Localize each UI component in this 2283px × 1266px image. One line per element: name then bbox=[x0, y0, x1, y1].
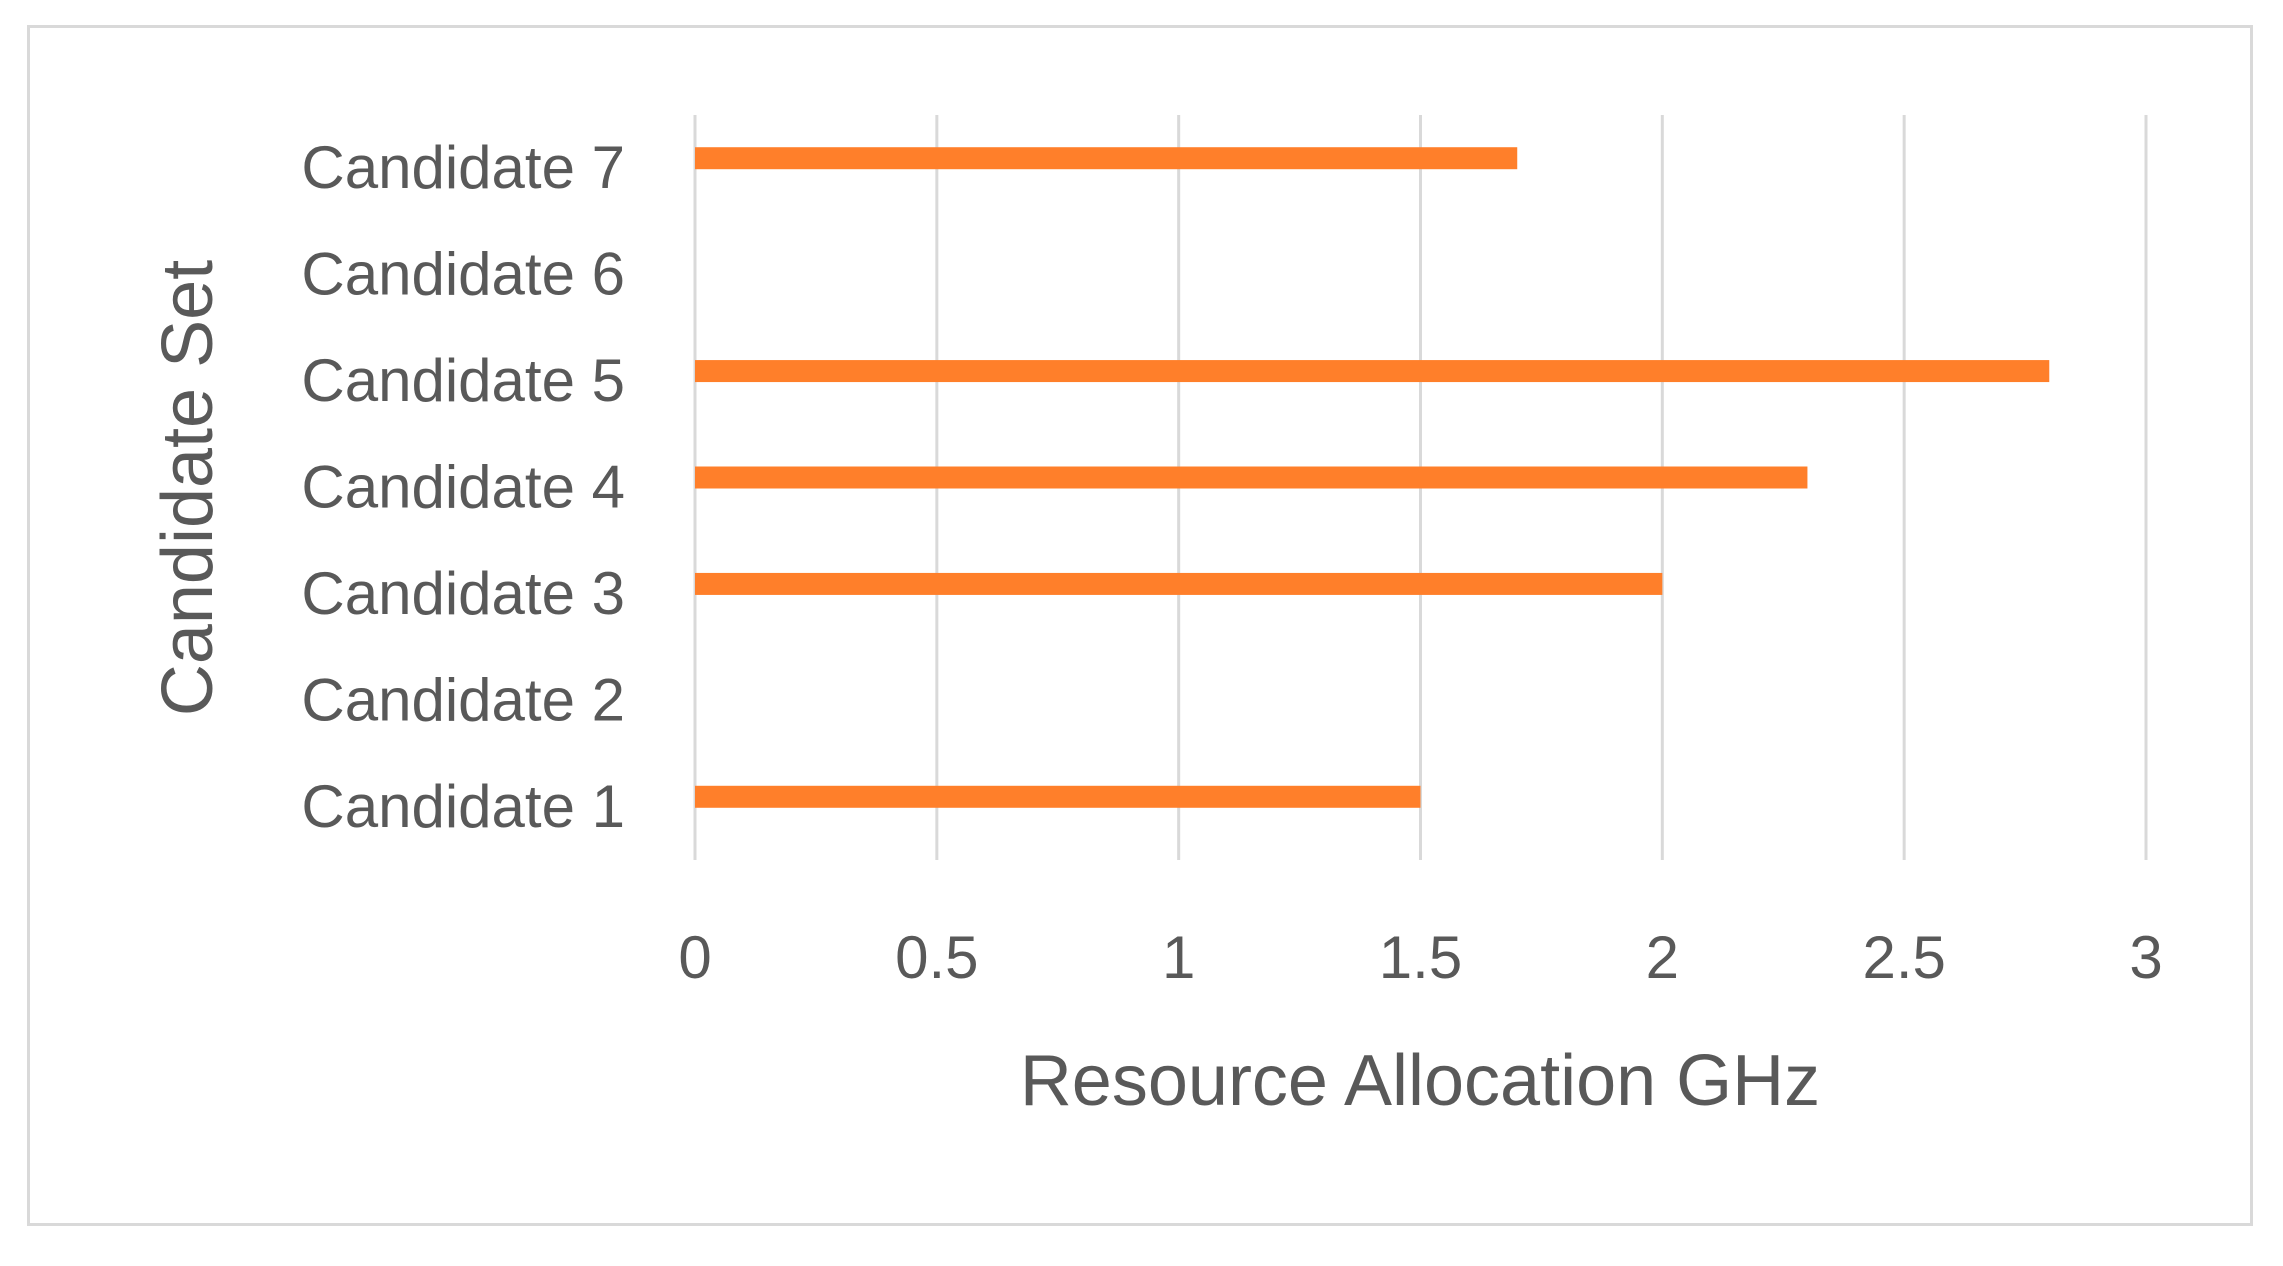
x-tick-label: 2.5 bbox=[1862, 924, 1945, 991]
category-label: Candidate 2 bbox=[301, 666, 625, 733]
category-label: Candidate 4 bbox=[301, 454, 625, 521]
chart-frame bbox=[27, 25, 2253, 1226]
category-labels: Candidate 1 Candidate 2 Candidate 3 Candida… bbox=[301, 134, 625, 840]
x-tick-label: 1 bbox=[1162, 924, 1195, 991]
y-axis-title: Candidate Set bbox=[148, 260, 228, 716]
x-tick-label: 0.5 bbox=[895, 924, 978, 991]
category-label: Candidate 6 bbox=[301, 241, 625, 308]
bar bbox=[695, 360, 2050, 383]
category-label: Candidate 5 bbox=[301, 347, 625, 414]
x-axis-title: Resource Allocation GHz bbox=[1020, 1041, 1820, 1121]
bars bbox=[695, 147, 2050, 808]
bar bbox=[695, 466, 1808, 489]
category-label: Candidate 7 bbox=[301, 134, 625, 201]
x-tick-label: 2 bbox=[1646, 924, 1679, 991]
category-label: Candidate 3 bbox=[301, 560, 625, 627]
bar bbox=[695, 572, 1663, 595]
category-label: Candidate 1 bbox=[301, 773, 625, 840]
x-tick-label: 1.5 bbox=[1379, 924, 1462, 991]
bar bbox=[695, 147, 1518, 170]
x-tick-label: 0 bbox=[678, 924, 711, 991]
x-tick-labels: 0 0.5 1 1.5 2 2.5 3 bbox=[678, 924, 2162, 991]
bar bbox=[695, 785, 1421, 808]
x-tick-label: 3 bbox=[2129, 924, 2162, 991]
